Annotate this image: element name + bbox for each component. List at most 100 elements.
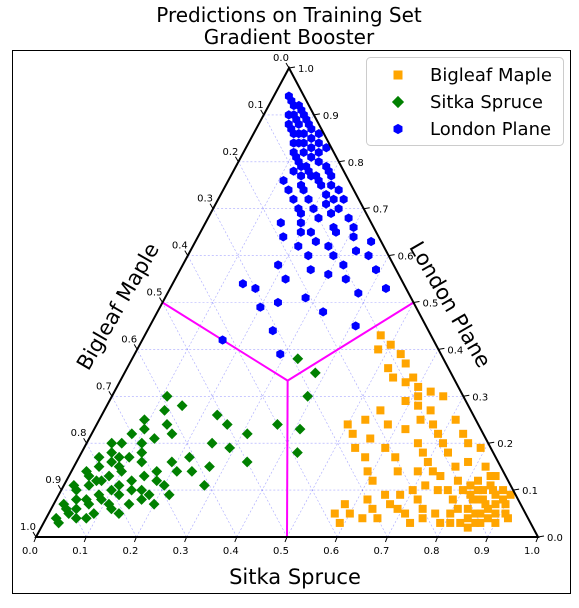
data-point [340,500,349,509]
data-point [123,498,135,510]
data-points [50,91,515,532]
data-point [297,171,306,181]
data-point [416,415,425,424]
data-point [429,420,438,429]
data-point [148,498,160,510]
series-sitka-spruce [50,353,321,529]
boundary-line-right [287,301,415,382]
data-point [361,415,370,424]
data-point [436,472,445,481]
data-point [414,382,423,391]
tick-left [57,484,62,491]
tick-label-bottom: 0.0 [22,546,38,557]
tick-bottom [133,536,137,543]
data-point [344,213,353,223]
tick-label-right: 0.5 [423,299,439,310]
tick-left [285,62,290,69]
grid-line-spruce [286,302,414,538]
data-point [327,180,336,190]
data-point [446,518,455,527]
data-point [401,425,410,434]
data-point [443,486,452,495]
data-point [211,409,223,421]
tick-left [133,344,138,350]
data-point [218,335,227,345]
data-point [83,480,95,491]
tick-right [488,441,495,444]
data-point [408,486,417,495]
data-point [426,406,435,415]
data-point [401,509,410,518]
data-point [70,512,82,524]
legend-marker-london-plane [393,123,403,135]
data-point [389,373,398,382]
chart-subtitle: Gradient Booster [204,25,375,49]
data-point [304,119,313,129]
tick-label-bottom: 0.6 [323,546,339,557]
tick-label-left: 1.0 [20,522,36,533]
data-point [358,514,367,523]
data-point [96,494,107,505]
data-point [446,509,455,518]
data-point [439,392,448,401]
data-point [299,110,308,120]
data-point [386,500,395,509]
data-point [373,514,382,523]
data-point [464,439,473,448]
data-point [428,467,437,476]
data-point [284,110,293,120]
tick-label-left: 0.5 [147,288,163,299]
data-point [292,353,304,365]
data-point [363,467,372,476]
data-point [126,428,138,440]
grid-line-spruce [236,255,389,538]
legend-label: London Plane [430,119,551,140]
data-point [186,465,198,477]
data-point [307,171,316,181]
data-point [458,486,467,495]
tick-label-bottom: 0.4 [223,546,239,557]
tick-bottom [83,536,87,543]
data-point [113,489,125,501]
data-point [501,500,510,509]
data-point [418,514,427,523]
data-point [364,251,373,261]
data-point [334,185,343,195]
data-point [421,481,430,490]
data-point [466,481,475,490]
data-point [423,457,432,466]
data-point [171,465,183,477]
data-point [322,143,331,153]
data-point [413,467,422,476]
data-point [483,504,492,513]
data-point [474,476,482,485]
data-point [426,387,435,396]
data-point [294,100,303,111]
data-point [158,480,170,491]
data-point [349,222,358,233]
tick-label-right: 0.6 [398,252,414,263]
data-point [361,453,370,462]
tick-label-right: 1.0 [298,64,314,75]
tick-right [413,301,420,303]
data-point [81,465,92,477]
chart-title: Predictions on Training Set [156,3,422,27]
data-point [60,503,72,515]
data-point [473,495,482,504]
data-point [206,437,218,449]
tick-label-bottom: 0.8 [424,546,440,557]
tick-bottom [284,536,288,543]
data-point [241,456,253,468]
data-point [491,490,500,499]
data-point [476,509,485,518]
data-point [294,423,306,435]
data-point [444,448,452,457]
data-point [334,204,343,214]
tick-left [234,156,239,163]
data-point [284,185,293,195]
data-point [453,476,462,485]
boundary-line-bottom [286,380,289,538]
data-point [70,494,82,505]
data-point [456,518,465,527]
legend: Bigleaf Maple Sitka Spruce London Plane [366,57,564,146]
